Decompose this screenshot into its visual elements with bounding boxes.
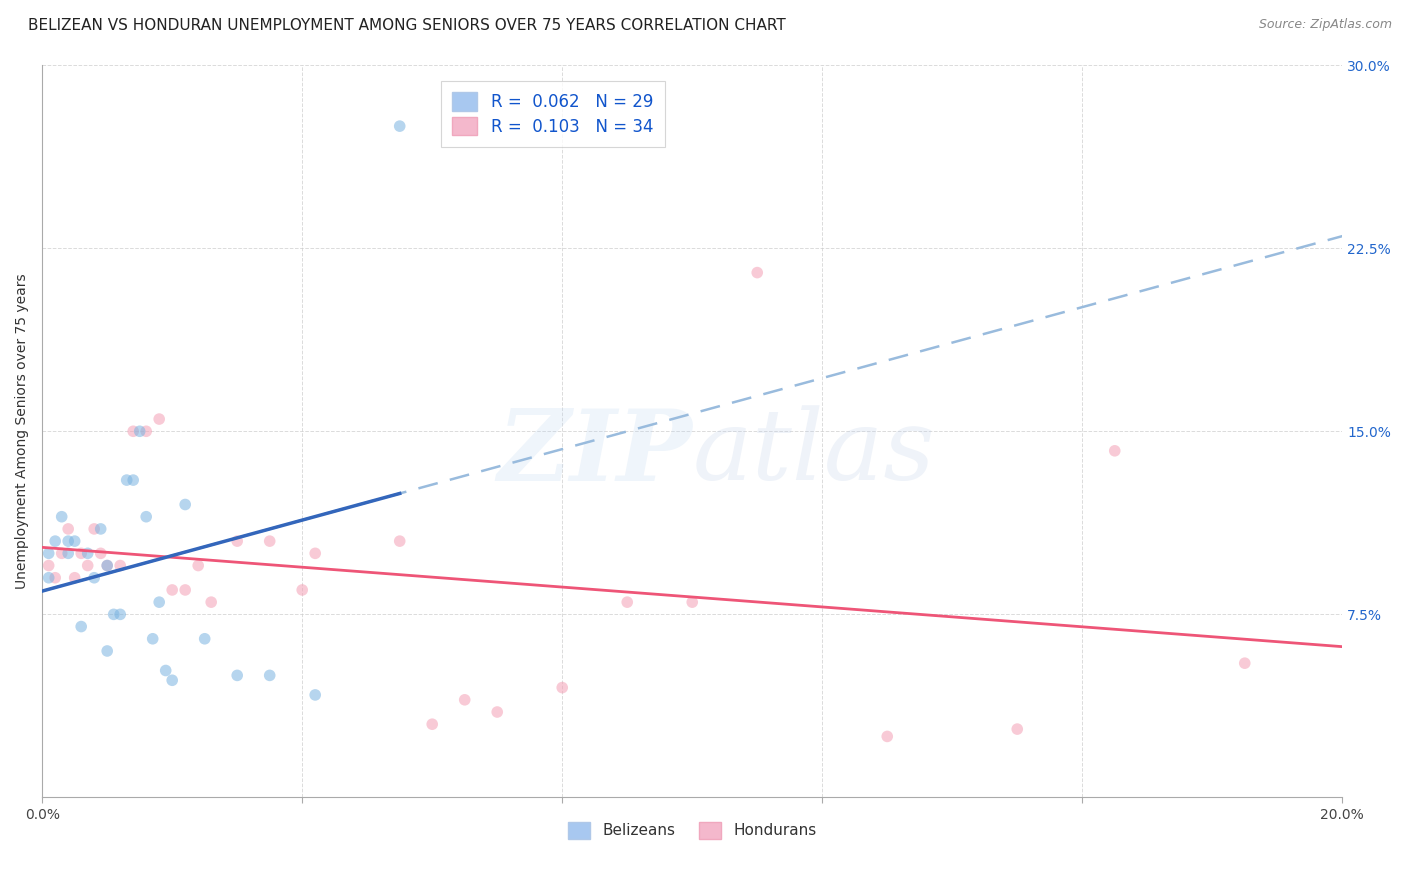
Point	[83, 571, 105, 585]
Point	[135, 424, 157, 438]
Point	[122, 473, 145, 487]
Point	[148, 412, 170, 426]
Point	[200, 595, 222, 609]
Point	[90, 522, 112, 536]
Point	[226, 668, 249, 682]
Point	[63, 534, 86, 549]
Point	[876, 730, 898, 744]
Point	[1104, 443, 1126, 458]
Point	[174, 498, 197, 512]
Point	[291, 582, 314, 597]
Point	[388, 534, 411, 549]
Text: atlas: atlas	[692, 406, 935, 501]
Point	[58, 522, 80, 536]
Point	[58, 546, 80, 560]
Point	[551, 681, 574, 695]
Point	[174, 582, 197, 597]
Point	[108, 607, 131, 622]
Point	[1233, 656, 1256, 670]
Point	[155, 664, 177, 678]
Point	[96, 644, 118, 658]
Point	[304, 546, 326, 560]
Point	[388, 119, 411, 133]
Point	[108, 558, 131, 573]
Point	[83, 522, 105, 536]
Point	[148, 595, 170, 609]
Point	[142, 632, 165, 646]
Y-axis label: Unemployment Among Seniors over 75 years: Unemployment Among Seniors over 75 years	[15, 274, 30, 589]
Text: ZIP: ZIP	[498, 405, 692, 501]
Point	[122, 424, 145, 438]
Point	[70, 546, 93, 560]
Point	[259, 534, 281, 549]
Point	[44, 571, 66, 585]
Text: BELIZEAN VS HONDURAN UNEMPLOYMENT AMONG SENIORS OVER 75 YEARS CORRELATION CHART: BELIZEAN VS HONDURAN UNEMPLOYMENT AMONG …	[28, 18, 786, 33]
Point	[63, 571, 86, 585]
Point	[194, 632, 217, 646]
Point	[115, 473, 138, 487]
Point	[304, 688, 326, 702]
Point	[226, 534, 249, 549]
Legend: Belizeans, Hondurans: Belizeans, Hondurans	[561, 816, 823, 845]
Point	[135, 509, 157, 524]
Point	[187, 558, 209, 573]
Point	[128, 424, 150, 438]
Point	[103, 607, 125, 622]
Point	[747, 266, 769, 280]
Point	[38, 571, 60, 585]
Point	[616, 595, 638, 609]
Text: Source: ZipAtlas.com: Source: ZipAtlas.com	[1258, 18, 1392, 31]
Point	[454, 693, 477, 707]
Point	[681, 595, 703, 609]
Point	[420, 717, 443, 731]
Point	[90, 546, 112, 560]
Point	[259, 668, 281, 682]
Point	[58, 534, 80, 549]
Point	[1007, 722, 1029, 736]
Point	[96, 558, 118, 573]
Point	[160, 673, 183, 688]
Point	[96, 558, 118, 573]
Point	[160, 582, 183, 597]
Point	[38, 546, 60, 560]
Point	[38, 558, 60, 573]
Point	[51, 546, 73, 560]
Point	[76, 546, 98, 560]
Point	[44, 534, 66, 549]
Point	[486, 705, 509, 719]
Point	[76, 558, 98, 573]
Point	[70, 619, 93, 633]
Point	[51, 509, 73, 524]
